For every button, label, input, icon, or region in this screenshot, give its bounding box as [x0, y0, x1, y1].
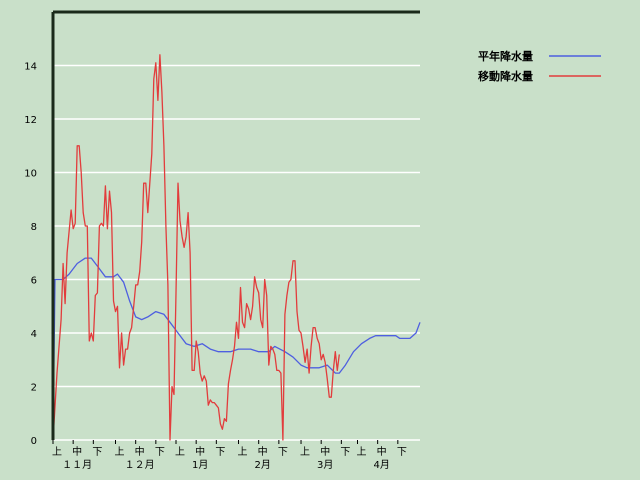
x-period-label: 中 — [72, 445, 82, 458]
y-tick-label: 4 — [31, 329, 37, 340]
x-period-label: 中 — [377, 445, 387, 458]
x-period-label: 中 — [135, 445, 145, 458]
x-period-label: 中 — [320, 445, 330, 458]
x-period-label: 上 — [175, 446, 185, 458]
x-period-label: 下 — [215, 447, 225, 458]
x-period-label: 下 — [278, 447, 288, 458]
x-month-label: 1月 — [192, 459, 208, 471]
x-period-label: 上 — [52, 446, 62, 458]
y-tick-label: 8 — [31, 222, 37, 233]
x-month-label: 2月 — [254, 459, 270, 471]
y-tick-label: 14 — [24, 62, 37, 73]
x-period-label: 下 — [397, 447, 407, 458]
x-month-label: １１月 — [62, 459, 92, 471]
y-tick-label: 12 — [24, 115, 37, 126]
series-line-1 — [52, 54, 340, 441]
series-lines — [52, 54, 421, 441]
x-period-label: 上 — [115, 446, 125, 458]
x-period-label: 下 — [92, 447, 102, 458]
x-period-label: 上 — [300, 446, 310, 458]
x-month-label: 3月 — [317, 459, 333, 471]
x-period-label: 中 — [258, 445, 268, 458]
legend-label-1: 移動降水量 — [478, 69, 533, 83]
series-line-0 — [52, 257, 421, 441]
y-tick-label: 10 — [24, 169, 37, 180]
x-period-label: 下 — [155, 447, 165, 458]
x-period-label: 上 — [238, 446, 248, 458]
y-tick-label: 2 — [31, 383, 37, 394]
y-axis-ticks: 0 2 4 6 8 10 12 14 — [24, 62, 37, 448]
x-period-label: 下 — [340, 447, 350, 458]
legend-label-0: 平年降水量 — [478, 49, 533, 63]
x-axis-ticks: 上中下上中下上中下上中下上中下上中下１１月 １２月 1月 2月 3月 4月 — [52, 440, 407, 471]
x-period-label: 上 — [356, 446, 366, 458]
x-period-label: 中 — [195, 445, 205, 458]
x-month-label: １２月 — [125, 459, 155, 471]
gridlines — [53, 64, 420, 441]
x-month-label: 4月 — [373, 459, 389, 471]
y-tick-label: 6 — [31, 276, 37, 287]
y-tick-label: 0 — [31, 436, 37, 447]
